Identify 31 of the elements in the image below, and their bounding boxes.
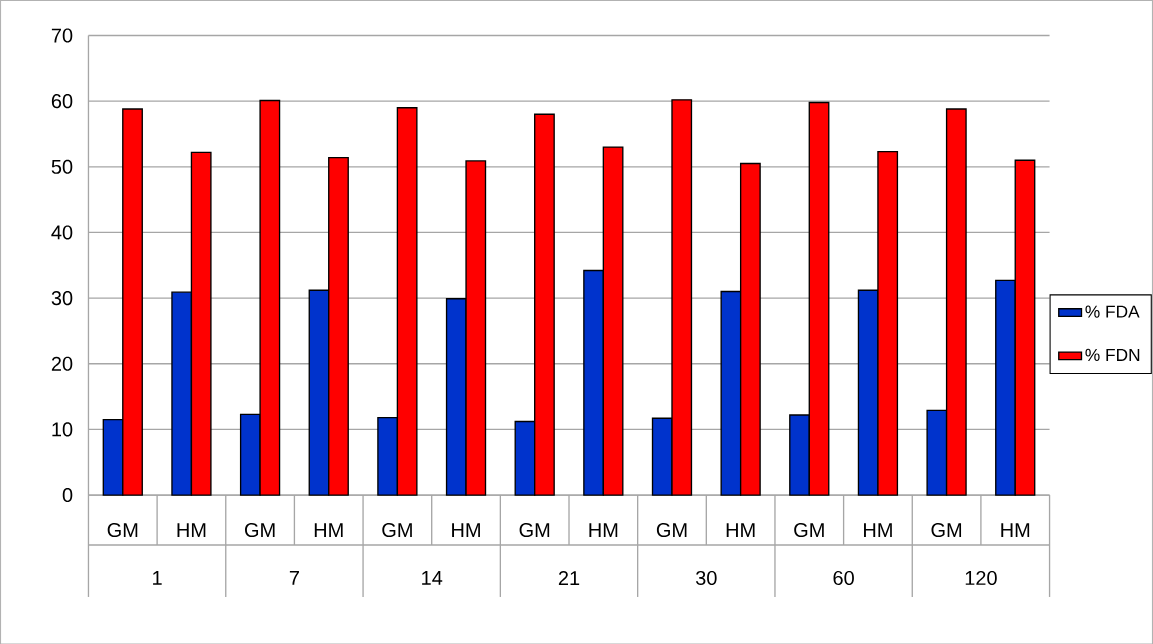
legend-label: % FDA bbox=[1085, 305, 1140, 318]
x-tick-label: HM bbox=[177, 522, 206, 537]
x-tick-label: GM bbox=[382, 522, 412, 537]
x-tick-label: GM bbox=[244, 522, 275, 537]
x-tick-label: GM bbox=[656, 522, 687, 537]
x-tick-label: GM bbox=[519, 522, 550, 537]
text: 30 bbox=[695, 570, 717, 585]
text: 14 bbox=[422, 570, 443, 585]
x-tick-label: HM bbox=[314, 522, 343, 537]
y-tick-label: 60 bbox=[51, 93, 73, 108]
y-tick-label: 70 bbox=[51, 28, 73, 43]
y-tick-label: 30 bbox=[51, 290, 73, 305]
x-tick-label: HM bbox=[589, 522, 618, 537]
y-tick-label: 40 bbox=[51, 225, 73, 240]
x-tick-label: GM bbox=[107, 522, 138, 537]
x-tick-label: HM bbox=[452, 522, 480, 537]
text: 120 bbox=[965, 570, 997, 585]
text: 21 bbox=[558, 570, 580, 585]
legend-label: % FDN bbox=[1085, 348, 1140, 361]
y-tick-label: 0 bbox=[62, 487, 73, 502]
x-tick-label: GM bbox=[931, 522, 962, 537]
x-tick-label: HM bbox=[864, 522, 892, 537]
y-tick-label: 10 bbox=[52, 422, 73, 437]
y-tick-label: 50 bbox=[51, 159, 73, 174]
y-tick-label: 20 bbox=[51, 356, 73, 371]
text: 1 bbox=[153, 570, 162, 585]
x-tick-label: HM bbox=[726, 522, 755, 537]
x-tick-label: GM bbox=[794, 522, 824, 537]
text: 60 bbox=[833, 570, 854, 585]
text: 7 bbox=[289, 570, 299, 585]
x-tick-label: HM bbox=[1001, 522, 1030, 537]
